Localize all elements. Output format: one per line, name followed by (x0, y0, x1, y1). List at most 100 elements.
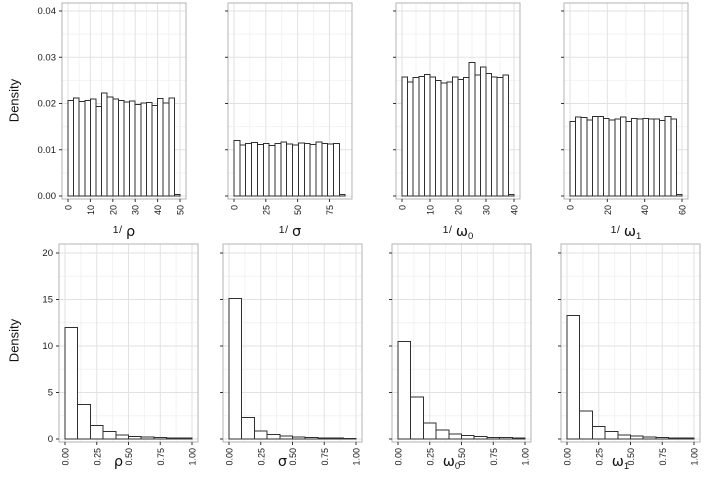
histogram-bar (102, 431, 117, 440)
histogram-panel-inv_rho: 0 10 20 30 40 50 0.00 0.01 0.02 0.03 0.04 (38, 2, 187, 215)
histogram-bar (680, 437, 695, 440)
histogram-bar (274, 143, 282, 197)
histogram-bar (129, 100, 136, 197)
histogram-bar (423, 73, 431, 197)
histogram-bar (286, 143, 294, 197)
y-tick-label: 0.01 (38, 145, 57, 156)
histogram-panel-sigma: 0.00 0.25 0.50 0.75 1.00 (220, 243, 363, 466)
histogram-bar (251, 141, 258, 197)
histogram-bar (228, 298, 243, 440)
histogram-bar (479, 66, 487, 197)
x-tick-label: 20 (603, 205, 613, 215)
histogram-bar (67, 100, 75, 197)
histogram-bar (168, 97, 175, 197)
histogram-bar (664, 115, 672, 197)
histogram-bar (412, 77, 420, 197)
x-tick-label: 0.50 (626, 448, 636, 466)
histogram-panel-inv_sigma: 0 25 50 75 (225, 2, 353, 215)
histogram-bar (429, 76, 437, 197)
histogram-bar (338, 194, 346, 197)
y-tick-label: 15 (42, 295, 53, 306)
histogram-bar (330, 437, 344, 440)
x-tick-label: 30 (482, 205, 492, 215)
histogram-bar (309, 144, 317, 197)
histogram-bar (608, 119, 616, 197)
histogram-bar (239, 144, 247, 197)
histogram-bar (89, 98, 97, 197)
histogram-bar (440, 82, 448, 197)
histogram-bar (625, 121, 633, 197)
histogram-bar (253, 430, 268, 440)
histogram-bar (668, 437, 682, 440)
histogram-panel-rho: 0.00 0.25 0.50 0.75 1.00 0 5 10 15 20 (42, 243, 199, 466)
histogram-bar (241, 417, 255, 440)
histogram-bar (591, 425, 606, 440)
x-tick-label: 10 (426, 205, 436, 215)
histogram-bar (422, 422, 437, 440)
histogram-bar (304, 437, 319, 440)
histogram-bar (303, 142, 311, 197)
histogram-bar (64, 326, 79, 440)
histogram-bar (112, 98, 119, 197)
y-tick-label: 0 (48, 434, 53, 445)
histogram-bar (511, 437, 526, 440)
histogram-bar (101, 92, 108, 197)
x-tick-label: 20 (108, 205, 118, 215)
histogram-bar (279, 435, 294, 440)
histogram-bar (106, 96, 114, 197)
x-tick-label: 60 (678, 205, 688, 215)
histogram-bar (166, 437, 180, 440)
histogram-bar (591, 115, 599, 197)
y-tick-label: 5 (48, 388, 53, 399)
histogram-bar (256, 144, 264, 197)
histogram-bar (630, 435, 644, 440)
histogram-bar (315, 141, 323, 197)
histogram-bar (95, 106, 103, 197)
x-tick-label: 0.25 (256, 448, 266, 466)
histogram-bar (575, 116, 582, 197)
histogram-bar (491, 76, 498, 197)
y-axis-title-bottom: Density (6, 318, 22, 363)
x-tick-label: 40 (153, 205, 163, 215)
histogram-bar (636, 118, 644, 197)
histogram-bar (463, 77, 470, 197)
histogram-bar (631, 117, 638, 197)
histogram-bar (586, 119, 593, 197)
histogram-bar (614, 118, 621, 197)
histogram-bar (580, 116, 588, 197)
x-tick-label: 1.00 (521, 448, 531, 466)
x-tick-label: 1.00 (352, 448, 362, 466)
histogram-bar (435, 79, 442, 197)
histogram-panel-omega1: 0.00 0.25 0.50 0.75 1.00 (558, 243, 701, 466)
histogram-bar (78, 101, 86, 197)
histogram-bar (435, 429, 450, 440)
histogram-bar (507, 194, 515, 197)
histogram-bar (485, 72, 493, 197)
histogram-bar (178, 437, 193, 440)
histogram-bar (297, 142, 305, 197)
histogram-bar (134, 103, 142, 197)
histogram-bar (280, 141, 288, 197)
x-tick-label: 0 (398, 205, 408, 210)
x-tick-label: 0.00 (225, 448, 235, 466)
histogram-bar (342, 437, 357, 440)
histogram-bar (446, 81, 453, 197)
x-tick-label: 30 (131, 205, 141, 215)
x-tick-label: 0.00 (563, 448, 573, 466)
histogram-bar (262, 143, 270, 197)
histogram-panel-inv_omega0: 0 10 20 30 40 (393, 2, 521, 215)
histogram-bar (647, 118, 655, 197)
x-tick-label: 10 (86, 205, 96, 215)
histogram-bar (642, 117, 649, 197)
x-tick-label: 0 (230, 205, 240, 210)
histogram-bar (604, 431, 619, 440)
histogram-bar (579, 410, 593, 440)
x-tick-label: 0.75 (156, 448, 166, 466)
histogram-bar (457, 78, 465, 197)
histogram-bar (397, 340, 412, 440)
histogram-bar (461, 435, 475, 440)
histogram-bar (162, 102, 170, 197)
histogram-bar (157, 97, 164, 197)
histogram-bar (84, 100, 91, 197)
panel-border (563, 2, 689, 200)
